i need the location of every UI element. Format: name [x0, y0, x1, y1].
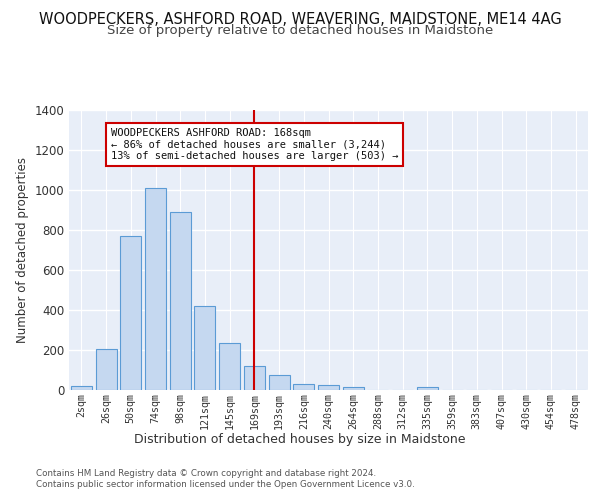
Bar — [95, 349, 116, 390]
Text: Distribution of detached houses by size in Maidstone: Distribution of detached houses by size … — [134, 432, 466, 446]
Bar — [343, 387, 364, 390]
Bar — [120, 236, 141, 390]
Text: Contains public sector information licensed under the Open Government Licence v3: Contains public sector information licen… — [36, 480, 415, 489]
Bar — [219, 342, 240, 390]
Bar — [194, 306, 215, 390]
Bar — [318, 386, 339, 390]
Bar — [145, 188, 166, 390]
Y-axis label: Number of detached properties: Number of detached properties — [16, 157, 29, 343]
Bar — [71, 386, 92, 390]
Bar — [170, 212, 191, 390]
Text: WOODPECKERS ASHFORD ROAD: 168sqm
← 86% of detached houses are smaller (3,244)
13: WOODPECKERS ASHFORD ROAD: 168sqm ← 86% o… — [111, 128, 398, 161]
Bar — [269, 375, 290, 390]
Bar — [244, 366, 265, 390]
Text: Size of property relative to detached houses in Maidstone: Size of property relative to detached ho… — [107, 24, 493, 37]
Bar — [417, 387, 438, 390]
Bar — [293, 384, 314, 390]
Text: WOODPECKERS, ASHFORD ROAD, WEAVERING, MAIDSTONE, ME14 4AG: WOODPECKERS, ASHFORD ROAD, WEAVERING, MA… — [38, 12, 562, 28]
Text: Contains HM Land Registry data © Crown copyright and database right 2024.: Contains HM Land Registry data © Crown c… — [36, 468, 376, 477]
